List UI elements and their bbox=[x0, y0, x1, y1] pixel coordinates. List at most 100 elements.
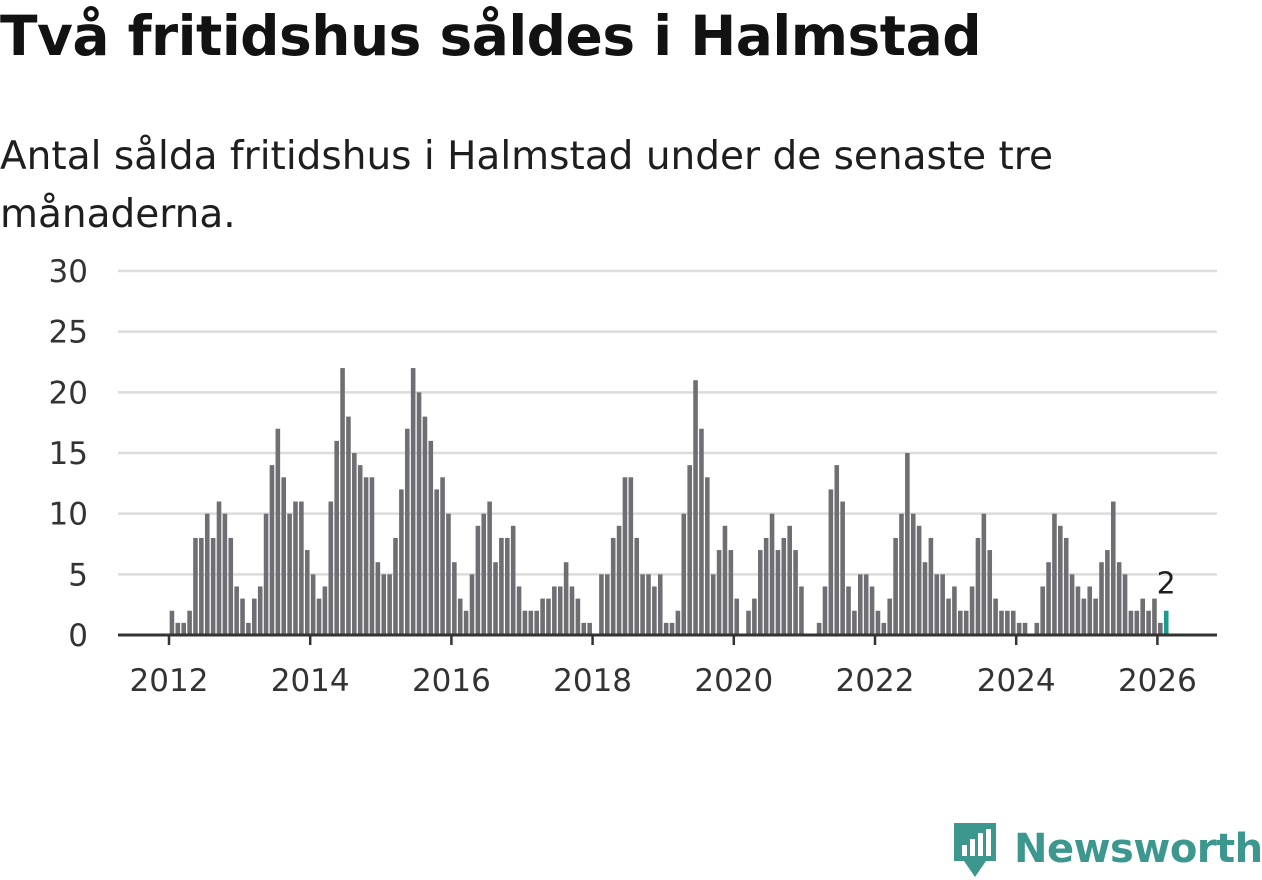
bar bbox=[716, 550, 722, 635]
bar bbox=[352, 453, 357, 635]
bar bbox=[846, 586, 851, 635]
y-tick-label: 15 bbox=[49, 436, 88, 472]
bar bbox=[269, 465, 275, 635]
bar bbox=[1040, 586, 1045, 635]
x-tick-label: 2016 bbox=[412, 663, 491, 699]
bar bbox=[1022, 622, 1028, 635]
bar bbox=[940, 574, 945, 635]
bar bbox=[1152, 598, 1157, 635]
bar bbox=[328, 501, 334, 635]
y-tick-label: 20 bbox=[49, 375, 88, 411]
bar bbox=[1010, 610, 1016, 635]
bar bbox=[710, 574, 716, 635]
bar bbox=[746, 610, 751, 635]
bar bbox=[581, 622, 587, 635]
bar bbox=[752, 598, 757, 635]
x-tick-label: 2012 bbox=[130, 663, 209, 699]
brand-name: Newsworthy bbox=[1014, 826, 1262, 872]
bar bbox=[599, 574, 604, 635]
bar bbox=[281, 477, 287, 635]
bar bbox=[987, 550, 993, 635]
bar bbox=[916, 525, 922, 635]
bar bbox=[669, 622, 675, 635]
bar bbox=[446, 513, 451, 635]
bar bbox=[187, 610, 192, 635]
bar bbox=[263, 513, 269, 635]
bar bbox=[722, 525, 728, 635]
bar bbox=[693, 380, 698, 635]
bar bbox=[646, 574, 651, 635]
bar bbox=[887, 598, 892, 635]
bar bbox=[822, 586, 828, 635]
bar bbox=[346, 416, 351, 635]
bar bbox=[246, 622, 251, 635]
bar bbox=[1063, 537, 1069, 635]
chart-subtitle: Antal sålda fritidshus i Halmstad under … bbox=[0, 134, 1053, 237]
bar bbox=[799, 586, 804, 635]
bar bbox=[393, 537, 398, 635]
bar bbox=[969, 586, 975, 635]
bar bbox=[781, 537, 787, 635]
y-tick-label: 10 bbox=[49, 497, 88, 533]
x-tick-label: 2024 bbox=[977, 663, 1056, 699]
bar bbox=[440, 477, 445, 635]
y-tick-label: 5 bbox=[68, 557, 88, 593]
bar bbox=[552, 586, 557, 635]
bar bbox=[610, 537, 616, 635]
bar bbox=[569, 586, 575, 635]
bar bbox=[487, 501, 492, 635]
bar bbox=[1122, 574, 1128, 635]
bar bbox=[705, 477, 710, 635]
bar bbox=[363, 477, 369, 635]
bar bbox=[958, 610, 963, 635]
bar bbox=[222, 513, 228, 635]
bar bbox=[1110, 501, 1116, 635]
newsworthy-logo-icon bbox=[954, 823, 996, 877]
bar bbox=[934, 574, 940, 635]
bar bbox=[1105, 550, 1110, 635]
bar bbox=[499, 537, 504, 635]
bar bbox=[687, 465, 692, 635]
bar bbox=[1146, 610, 1151, 635]
bar bbox=[734, 598, 740, 635]
bar bbox=[310, 574, 316, 635]
bar bbox=[1075, 586, 1081, 635]
bar bbox=[1134, 610, 1140, 635]
bar bbox=[457, 598, 463, 635]
bar bbox=[1034, 622, 1040, 635]
bar bbox=[234, 586, 239, 635]
bar bbox=[775, 550, 781, 635]
y-tick-label: 0 bbox=[68, 618, 88, 654]
bar bbox=[210, 537, 216, 635]
bar bbox=[528, 610, 534, 635]
latest-value-label: 2 bbox=[1157, 567, 1176, 602]
bar bbox=[287, 513, 292, 635]
bar bbox=[1116, 562, 1122, 635]
bar bbox=[510, 525, 516, 635]
bar bbox=[181, 622, 186, 635]
bar bbox=[634, 537, 640, 635]
bar bbox=[587, 622, 592, 635]
x-tick-label: 2020 bbox=[694, 663, 773, 699]
bar bbox=[463, 610, 469, 635]
x-tick-label: 2026 bbox=[1118, 663, 1197, 699]
bar bbox=[228, 537, 234, 635]
bar bbox=[1099, 562, 1104, 635]
bar bbox=[622, 477, 628, 635]
bar bbox=[375, 562, 381, 635]
bar bbox=[428, 440, 434, 635]
bar bbox=[681, 513, 687, 635]
chart-title: Två fritidshus såldes i Halmstad bbox=[0, 4, 982, 68]
bar bbox=[999, 610, 1004, 635]
bar bbox=[993, 598, 998, 635]
bar bbox=[575, 598, 581, 635]
bar bbox=[399, 489, 404, 635]
bar bbox=[657, 574, 663, 635]
bar bbox=[481, 513, 487, 635]
bar bbox=[1052, 513, 1057, 635]
bar bbox=[505, 537, 510, 635]
bar bbox=[1081, 598, 1087, 635]
bar bbox=[475, 525, 481, 635]
bar bbox=[858, 574, 863, 635]
bar bbox=[1005, 610, 1010, 635]
